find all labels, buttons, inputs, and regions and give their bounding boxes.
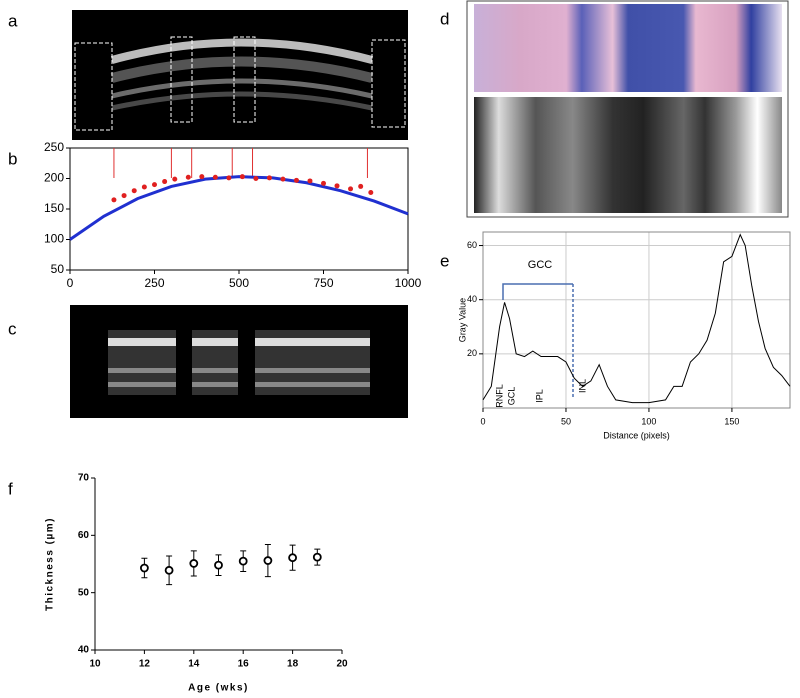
annotation: RNFL	[494, 384, 504, 408]
data-point	[111, 197, 117, 203]
panel-label: c	[8, 319, 17, 338]
data-point	[226, 175, 232, 181]
data-point	[280, 176, 286, 182]
series-line	[69, 175, 409, 241]
panel-label: f	[8, 479, 13, 498]
x-axis-label: Age (wks)	[188, 683, 249, 694]
data-point	[266, 175, 272, 181]
data-point	[189, 559, 199, 568]
data-point	[368, 190, 374, 196]
y-tick-label: 200	[44, 171, 64, 185]
data-point	[239, 174, 245, 180]
y-tick-label: 60	[78, 530, 90, 541]
oct-image-c	[70, 305, 408, 418]
x-tick-label: 100	[641, 416, 656, 426]
y-tick-label: 100	[44, 232, 64, 246]
x-axis-label: Distance (pixels)	[603, 430, 670, 440]
data-point	[212, 174, 218, 180]
x-tick-label: 0	[67, 276, 74, 290]
data-point	[214, 560, 223, 570]
data-point	[334, 183, 340, 189]
panel-label: d	[440, 9, 449, 28]
data-point	[172, 176, 178, 182]
data-point	[162, 179, 168, 185]
data-point	[288, 553, 298, 563]
y-tick-label: 50	[51, 262, 65, 276]
annotation: GCL	[506, 387, 516, 406]
data-point	[131, 188, 137, 194]
histology-image-d	[466, 0, 789, 218]
x-tick-label: 50	[561, 416, 571, 426]
data-point	[358, 183, 364, 189]
data-point	[141, 184, 147, 190]
panel-label: e	[440, 251, 449, 270]
y-tick-label: 50	[78, 587, 90, 598]
oct-image-a	[72, 10, 408, 140]
annotation: GCC	[528, 259, 553, 271]
y-axis-label: Gray Value	[457, 298, 467, 342]
y-tick-label: 150	[44, 201, 64, 215]
x-tick-label: 14	[188, 659, 200, 670]
x-tick-label: 750	[313, 276, 333, 290]
x-tick-label: 500	[229, 276, 249, 290]
x-tick-label: 18	[287, 659, 299, 670]
y-tick-label: 70	[78, 473, 90, 484]
x-tick-label: 20	[336, 659, 348, 670]
data-point	[253, 176, 259, 181]
series-line	[482, 233, 791, 404]
data-point	[152, 182, 157, 188]
data-point	[307, 178, 313, 184]
x-tick-label: 10	[89, 659, 101, 670]
y-axis-label: Thickness (µm)	[45, 517, 56, 611]
plot-frame	[482, 231, 791, 409]
y-tick-label: 60	[467, 240, 477, 250]
panel-label: b	[8, 149, 17, 168]
data-point	[139, 563, 149, 573]
data-point	[121, 193, 127, 199]
data-point	[348, 186, 354, 192]
data-point	[293, 177, 299, 183]
x-tick-label: 250	[144, 276, 164, 290]
data-point	[164, 565, 174, 575]
panel-label: a	[8, 11, 18, 30]
x-tick-label: 150	[724, 416, 739, 426]
data-point	[199, 174, 205, 180]
data-point	[238, 556, 248, 566]
x-tick-label: 1000	[395, 276, 422, 290]
x-tick-label: 12	[139, 659, 151, 670]
data-point	[321, 180, 326, 186]
annotation: IPL	[534, 389, 544, 403]
y-tick-label: 40	[78, 645, 90, 656]
gcc-bracket	[502, 283, 573, 300]
data-point	[312, 552, 322, 562]
x-tick-label: 0	[480, 416, 485, 426]
y-tick-label: 250	[44, 140, 64, 154]
y-tick-label: 20	[467, 348, 477, 358]
x-tick-label: 16	[238, 659, 250, 670]
y-tick-label: 40	[467, 294, 477, 304]
data-point	[263, 556, 273, 565]
data-point	[185, 174, 191, 180]
